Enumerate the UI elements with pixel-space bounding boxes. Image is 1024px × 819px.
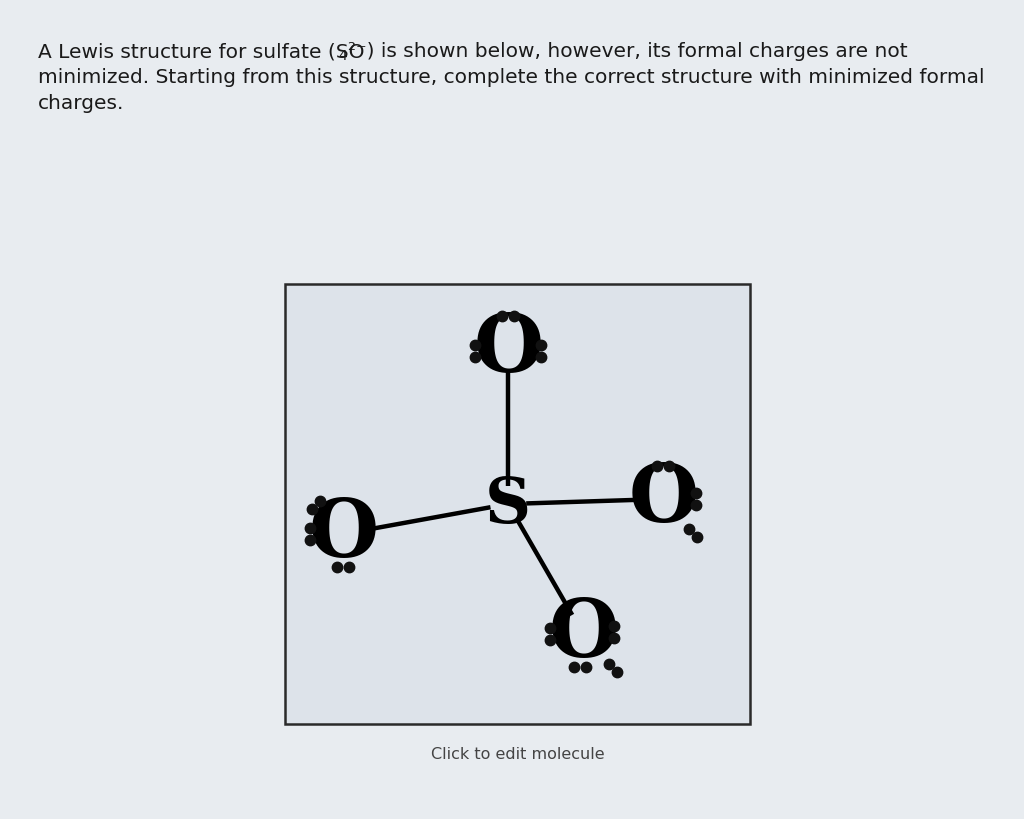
- Text: O: O: [473, 310, 544, 388]
- Text: minimized. Starting from this structure, complete the correct structure with min: minimized. Starting from this structure,…: [38, 68, 984, 87]
- Text: 4: 4: [338, 49, 347, 63]
- Text: Click to edit molecule: Click to edit molecule: [431, 746, 604, 761]
- Text: O: O: [308, 495, 378, 573]
- Text: O: O: [628, 460, 698, 538]
- Bar: [285, 285, 750, 724]
- Text: O: O: [548, 595, 618, 673]
- Text: A Lewis structure for sulfate (SO: A Lewis structure for sulfate (SO: [38, 42, 365, 61]
- Text: charges.: charges.: [38, 94, 124, 113]
- Text: ²⁻) is shown below, however, its formal charges are not: ²⁻) is shown below, however, its formal …: [348, 42, 907, 61]
- Text: S: S: [485, 474, 531, 535]
